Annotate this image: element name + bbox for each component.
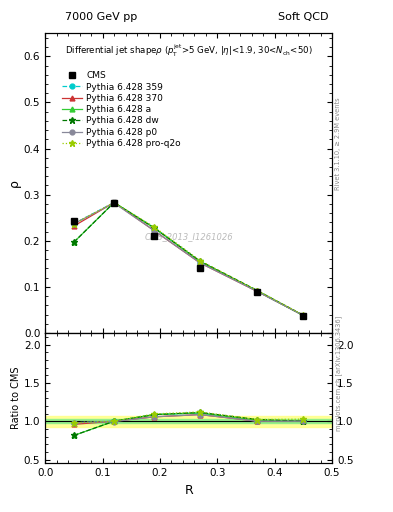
Text: 7000 GeV pp: 7000 GeV pp [65,11,137,22]
Text: Soft QCD: Soft QCD [278,11,328,22]
X-axis label: R: R [184,484,193,497]
Legend: CMS, Pythia 6.428 359, Pythia 6.428 370, Pythia 6.428 a, Pythia 6.428 dw, Pythia: CMS, Pythia 6.428 359, Pythia 6.428 370,… [58,68,185,152]
Text: Differential jet shape$\rho$ ($p^{\rm jet}_{\rm T}$>5 GeV, $|\eta|$<1.9, 30<$N_{: Differential jet shape$\rho$ ($p^{\rm je… [65,42,312,58]
Y-axis label: Ratio to CMS: Ratio to CMS [11,367,21,430]
Y-axis label: ρ: ρ [8,179,21,187]
Text: CMS_2013_I1261026: CMS_2013_I1261026 [144,232,233,242]
Bar [45,416,332,426]
Text: mcplots.cern.ch [arXiv:1306.3436]: mcplots.cern.ch [arXiv:1306.3436] [335,316,342,432]
Bar [45,419,332,423]
Text: Rivet 3.1.10, ≥ 2.9M events: Rivet 3.1.10, ≥ 2.9M events [335,97,341,189]
